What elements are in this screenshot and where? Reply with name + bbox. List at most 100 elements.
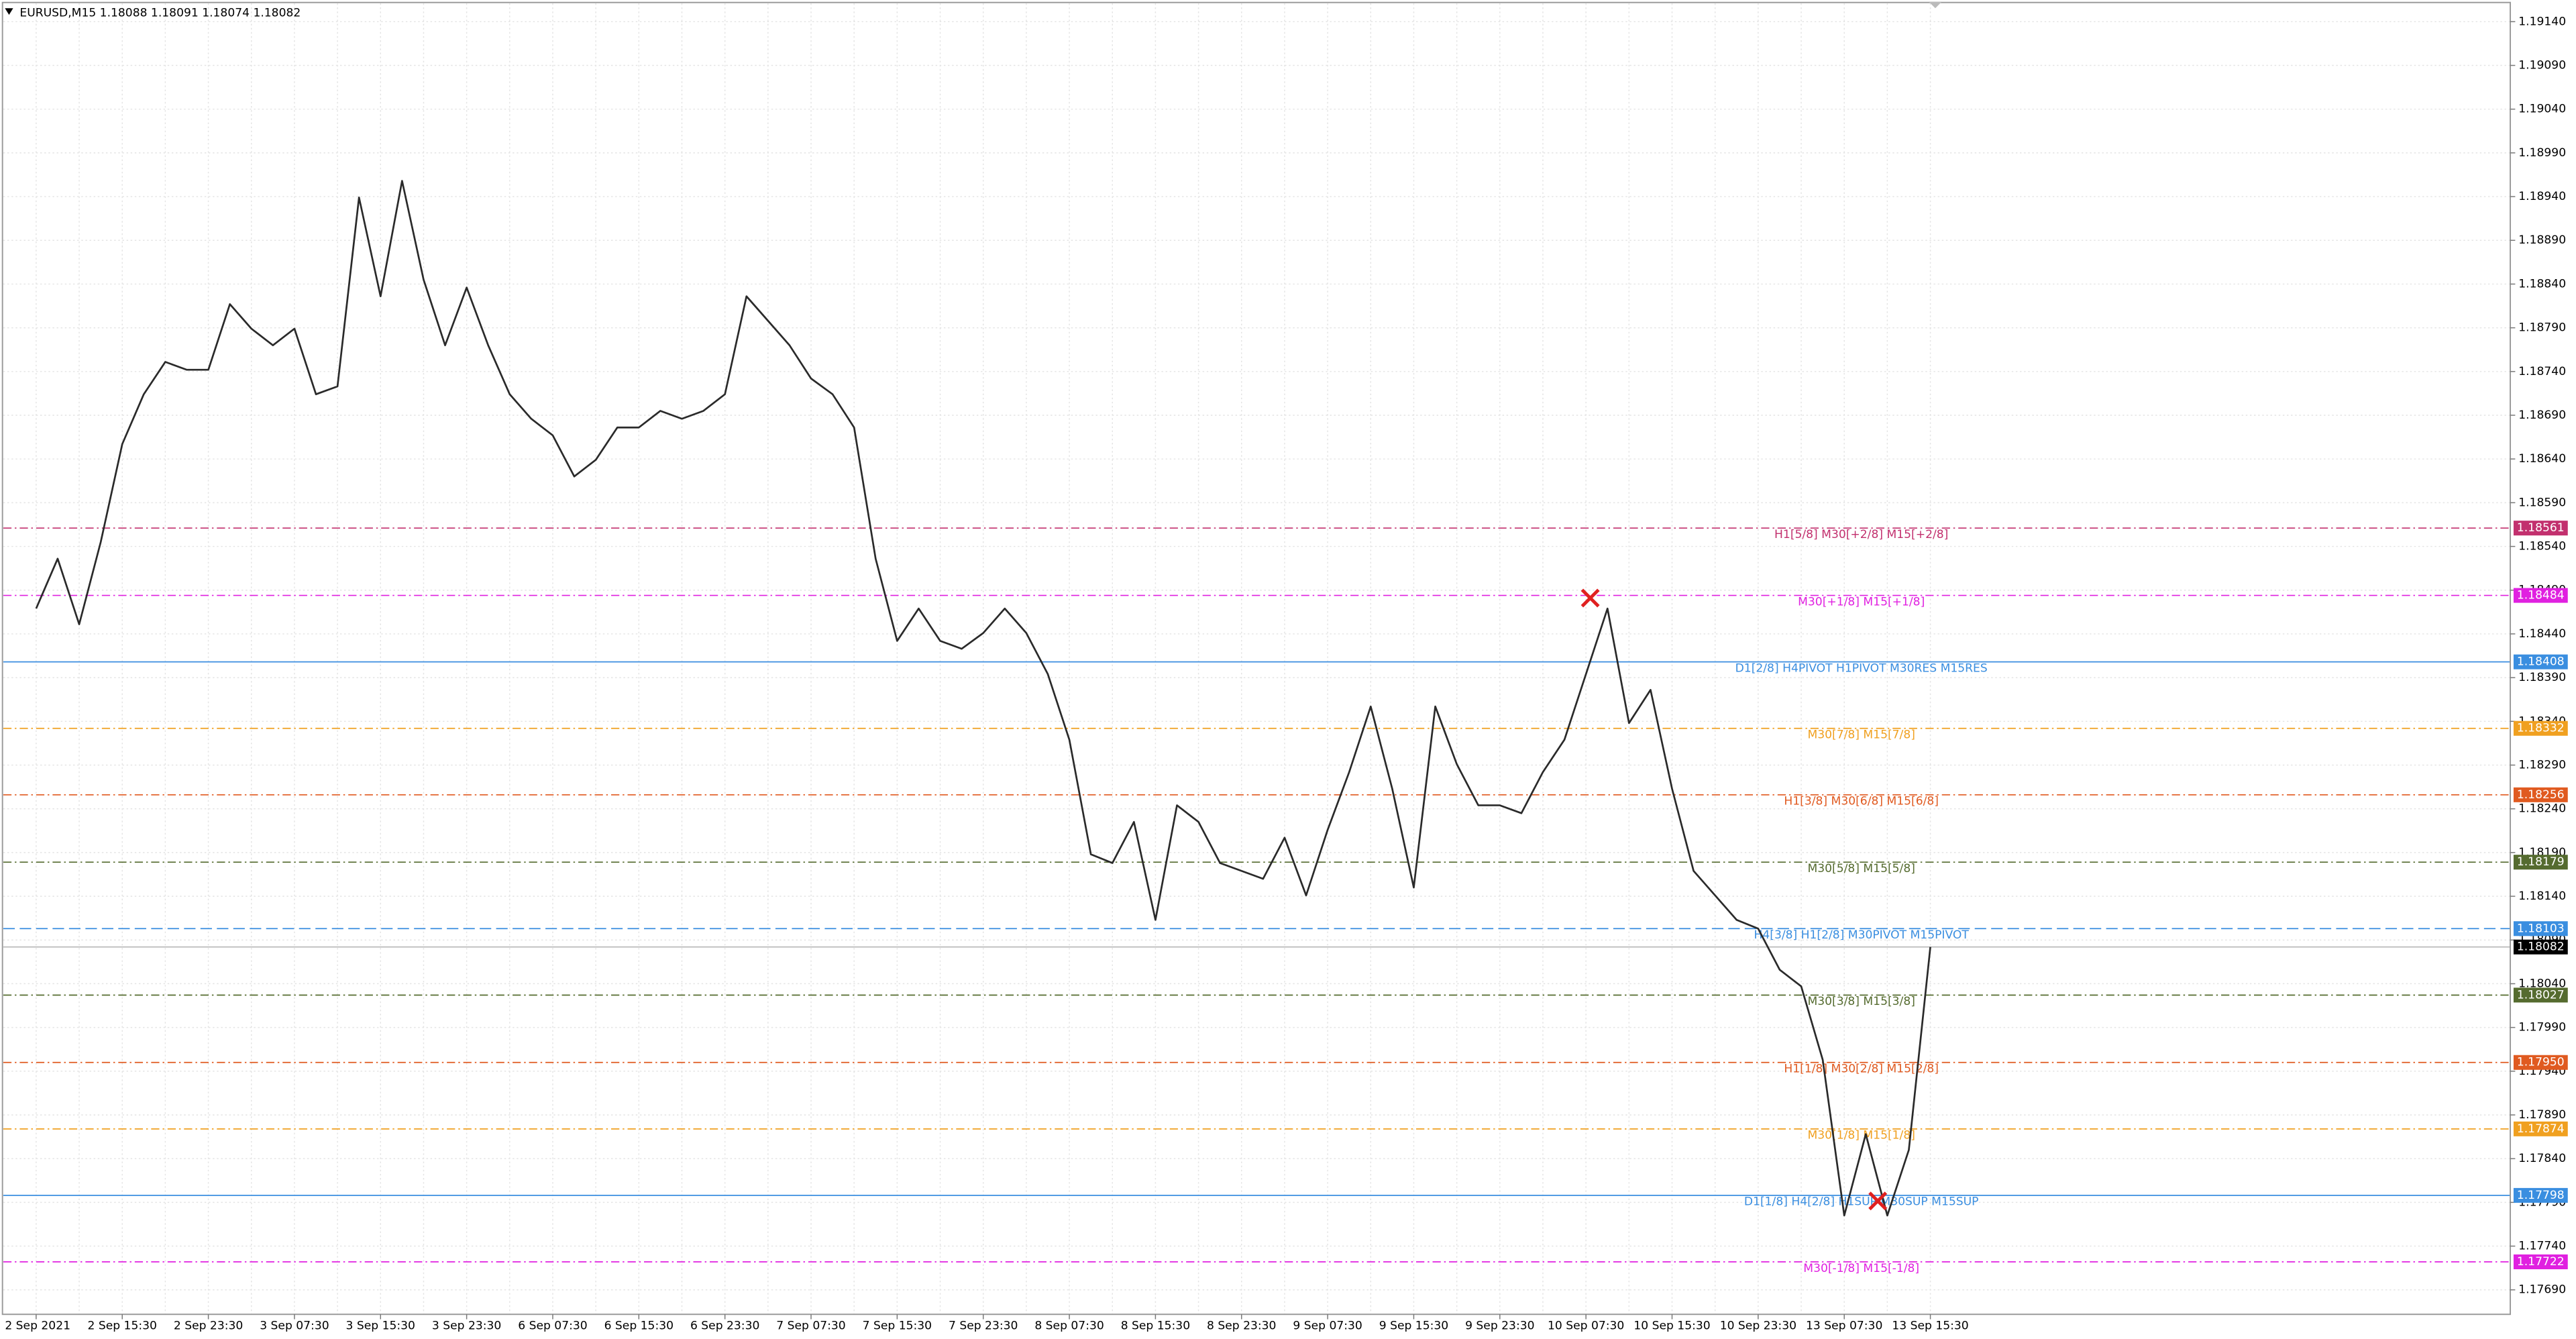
x-tick-label: 13 Sep 07:30: [1806, 1319, 1882, 1332]
shift-marker: [1929, 1, 1942, 9]
y-tick-label: 1.18640: [2518, 452, 2566, 466]
signal-x: [1868, 1191, 1888, 1211]
y-tick-label: 1.18590: [2518, 496, 2566, 509]
x-tick-label: 10 Sep 07:30: [1548, 1319, 1624, 1332]
level-label: H4[3/8] H1[2/8] M30PIVOT M15PIVOT: [1754, 928, 1970, 942]
x-tick-label: 8 Sep 23:30: [1207, 1319, 1276, 1332]
price-box: [2513, 855, 2568, 870]
y-tick-label: 1.18990: [2518, 146, 2566, 160]
level-label: H1[5/8] M30[+2/8] M15[+2/8]: [1774, 528, 1948, 541]
x-tick-label: 9 Sep 15:30: [1379, 1319, 1448, 1332]
y-tick-label: 1.17690: [2518, 1283, 2566, 1297]
plot-border: [1, 1, 2512, 1316]
price-box-label: 1.17722: [2517, 1255, 2565, 1269]
y-tick-label: 1.17990: [2518, 1021, 2566, 1034]
x-tick-label: 8 Sep 07:30: [1034, 1319, 1104, 1332]
price-box-label: 1.17950: [2517, 1056, 2565, 1069]
last-price-box: [2513, 939, 2568, 955]
y-tick-label: 1.18790: [2518, 321, 2566, 335]
level-label: M30[-1/8] M15[-1/8]: [1803, 1262, 1919, 1275]
y-tick-label: 1.18140: [2518, 890, 2566, 903]
y-tick-label: 1.18040: [2518, 977, 2566, 990]
level-label: H1[3/8] M30[6/8] M15[6/8]: [1784, 795, 1939, 808]
y-tick-label: 1.18940: [2518, 190, 2566, 203]
price-box: [2513, 720, 2568, 736]
menu-arrow[interactable]: [5, 8, 13, 15]
price-box: [2513, 1055, 2568, 1070]
level-label: M30[1/8] M15[1/8]: [1807, 1129, 1915, 1142]
price-box-label: 1.17798: [2517, 1189, 2565, 1202]
y-tick-label: 1.19090: [2518, 59, 2566, 72]
price-box: [2513, 921, 2568, 936]
x-tick-label: 10 Sep 23:30: [1720, 1319, 1796, 1332]
plot: [35, 180, 1931, 1217]
y-tick-label: 1.18390: [2518, 671, 2566, 684]
y-tick-label: 1.17890: [2518, 1108, 2566, 1122]
price-box: [2513, 588, 2568, 603]
y-tick-label: 1.18440: [2518, 627, 2566, 641]
x-tick-label: 8 Sep 15:30: [1121, 1319, 1190, 1332]
price-box-label: 1.18332: [2517, 722, 2565, 735]
price-box: [2513, 521, 2568, 536]
level-label: M30[7/8] M15[7/8]: [1807, 729, 1915, 742]
y-tick-label: 1.18540: [2518, 540, 2566, 553]
x-tick-label: 13 Sep 15:30: [1892, 1319, 1968, 1332]
y-tick-label: 1.17740: [2518, 1240, 2566, 1253]
price-box-label: 1.17874: [2517, 1122, 2565, 1136]
level-label: D1[1/8] H4[2/8] H1SUP M30SUP M15SUP: [1744, 1195, 1979, 1209]
price-box-label: 1.18103: [2517, 922, 2565, 935]
signal-x: [1580, 588, 1600, 608]
price-box: [2513, 987, 2568, 1003]
price-box-label: 1.18484: [2517, 589, 2565, 602]
last-price-label: 1.18082: [2517, 941, 2565, 954]
x-tick-label: 2 Sep 23:30: [174, 1319, 243, 1332]
price-box: [2513, 1254, 2568, 1270]
price-box-label: 1.18256: [2517, 788, 2565, 802]
y-tick-label: 1.19040: [2518, 103, 2566, 116]
x-tick-label: 7 Sep 07:30: [776, 1319, 845, 1332]
price-box: [2513, 1121, 2568, 1136]
level-label: M30[5/8] M15[5/8]: [1807, 862, 1915, 875]
x-tick-label: 3 Sep 23:30: [432, 1319, 501, 1332]
chart-title: EURUSD,M15 1.18088 1.18091 1.18074 1.180…: [19, 7, 301, 20]
y-tick-label: 1.18290: [2518, 758, 2566, 771]
level-label: M30[+1/8] M15[+1/8]: [1798, 595, 1925, 608]
x-tick-label: 3 Sep 15:30: [346, 1319, 415, 1332]
y-tick-label: 1.18240: [2518, 802, 2566, 816]
y-tick-label: 1.18740: [2518, 365, 2566, 378]
level-label: H1[1/8] M30[2/8] M15[2/8]: [1784, 1063, 1939, 1076]
levels: H1[5/8] M30[+2/8] M15[+2/8] M30[+1/8] M15…: [3, 527, 2511, 1275]
grid: [3, 3, 2511, 1315]
x-tick-label: 2 Sep 15:30: [88, 1319, 157, 1332]
price-box: [2513, 654, 2568, 670]
y-tick-label: 1.18840: [2518, 277, 2566, 290]
x-tick-label: 6 Sep 07:30: [518, 1319, 587, 1332]
price-line: [35, 180, 1931, 1217]
price-box: [2513, 787, 2568, 802]
x-tick-label: 6 Sep 15:30: [604, 1319, 674, 1332]
x-tick-label: 9 Sep 23:30: [1465, 1319, 1534, 1332]
signal-marker: [1580, 588, 1888, 1211]
price-box-label: 1.18179: [2517, 855, 2565, 869]
level-label: M30[3/8] M15[3/8]: [1807, 995, 1915, 1008]
x-tick-label: 2 Sep 2021: [5, 1319, 70, 1332]
price-box-label: 1.18561: [2517, 521, 2565, 535]
y-tick-label: 1.18690: [2518, 409, 2566, 422]
x-tick-label: 9 Sep 07:30: [1293, 1319, 1362, 1332]
axes: 1.19140 1.19090 1.19040 1.18990 1.18940 1.188…: [5, 15, 2568, 1332]
x-tick-label: 7 Sep 23:30: [949, 1319, 1018, 1332]
y-tick-label: 1.17840: [2518, 1152, 2566, 1165]
x-tick-label: 10 Sep 15:30: [1633, 1319, 1710, 1332]
price-box: [2513, 1187, 2568, 1203]
level-label: D1[2/8] H4PIVOT H1PIVOT M30RES M15RES: [1735, 661, 1988, 675]
price-box-label: 1.18027: [2517, 988, 2565, 1002]
x-tick-label: 7 Sep 15:30: [863, 1319, 932, 1332]
y-tick-label: 1.19140: [2518, 15, 2566, 28]
x-tick-label: 6 Sep 23:30: [690, 1319, 759, 1332]
x-tick-label: 3 Sep 07:30: [260, 1319, 329, 1332]
y-tick-label: 1.18890: [2518, 233, 2566, 247]
price-box-label: 1.18408: [2517, 655, 2565, 669]
